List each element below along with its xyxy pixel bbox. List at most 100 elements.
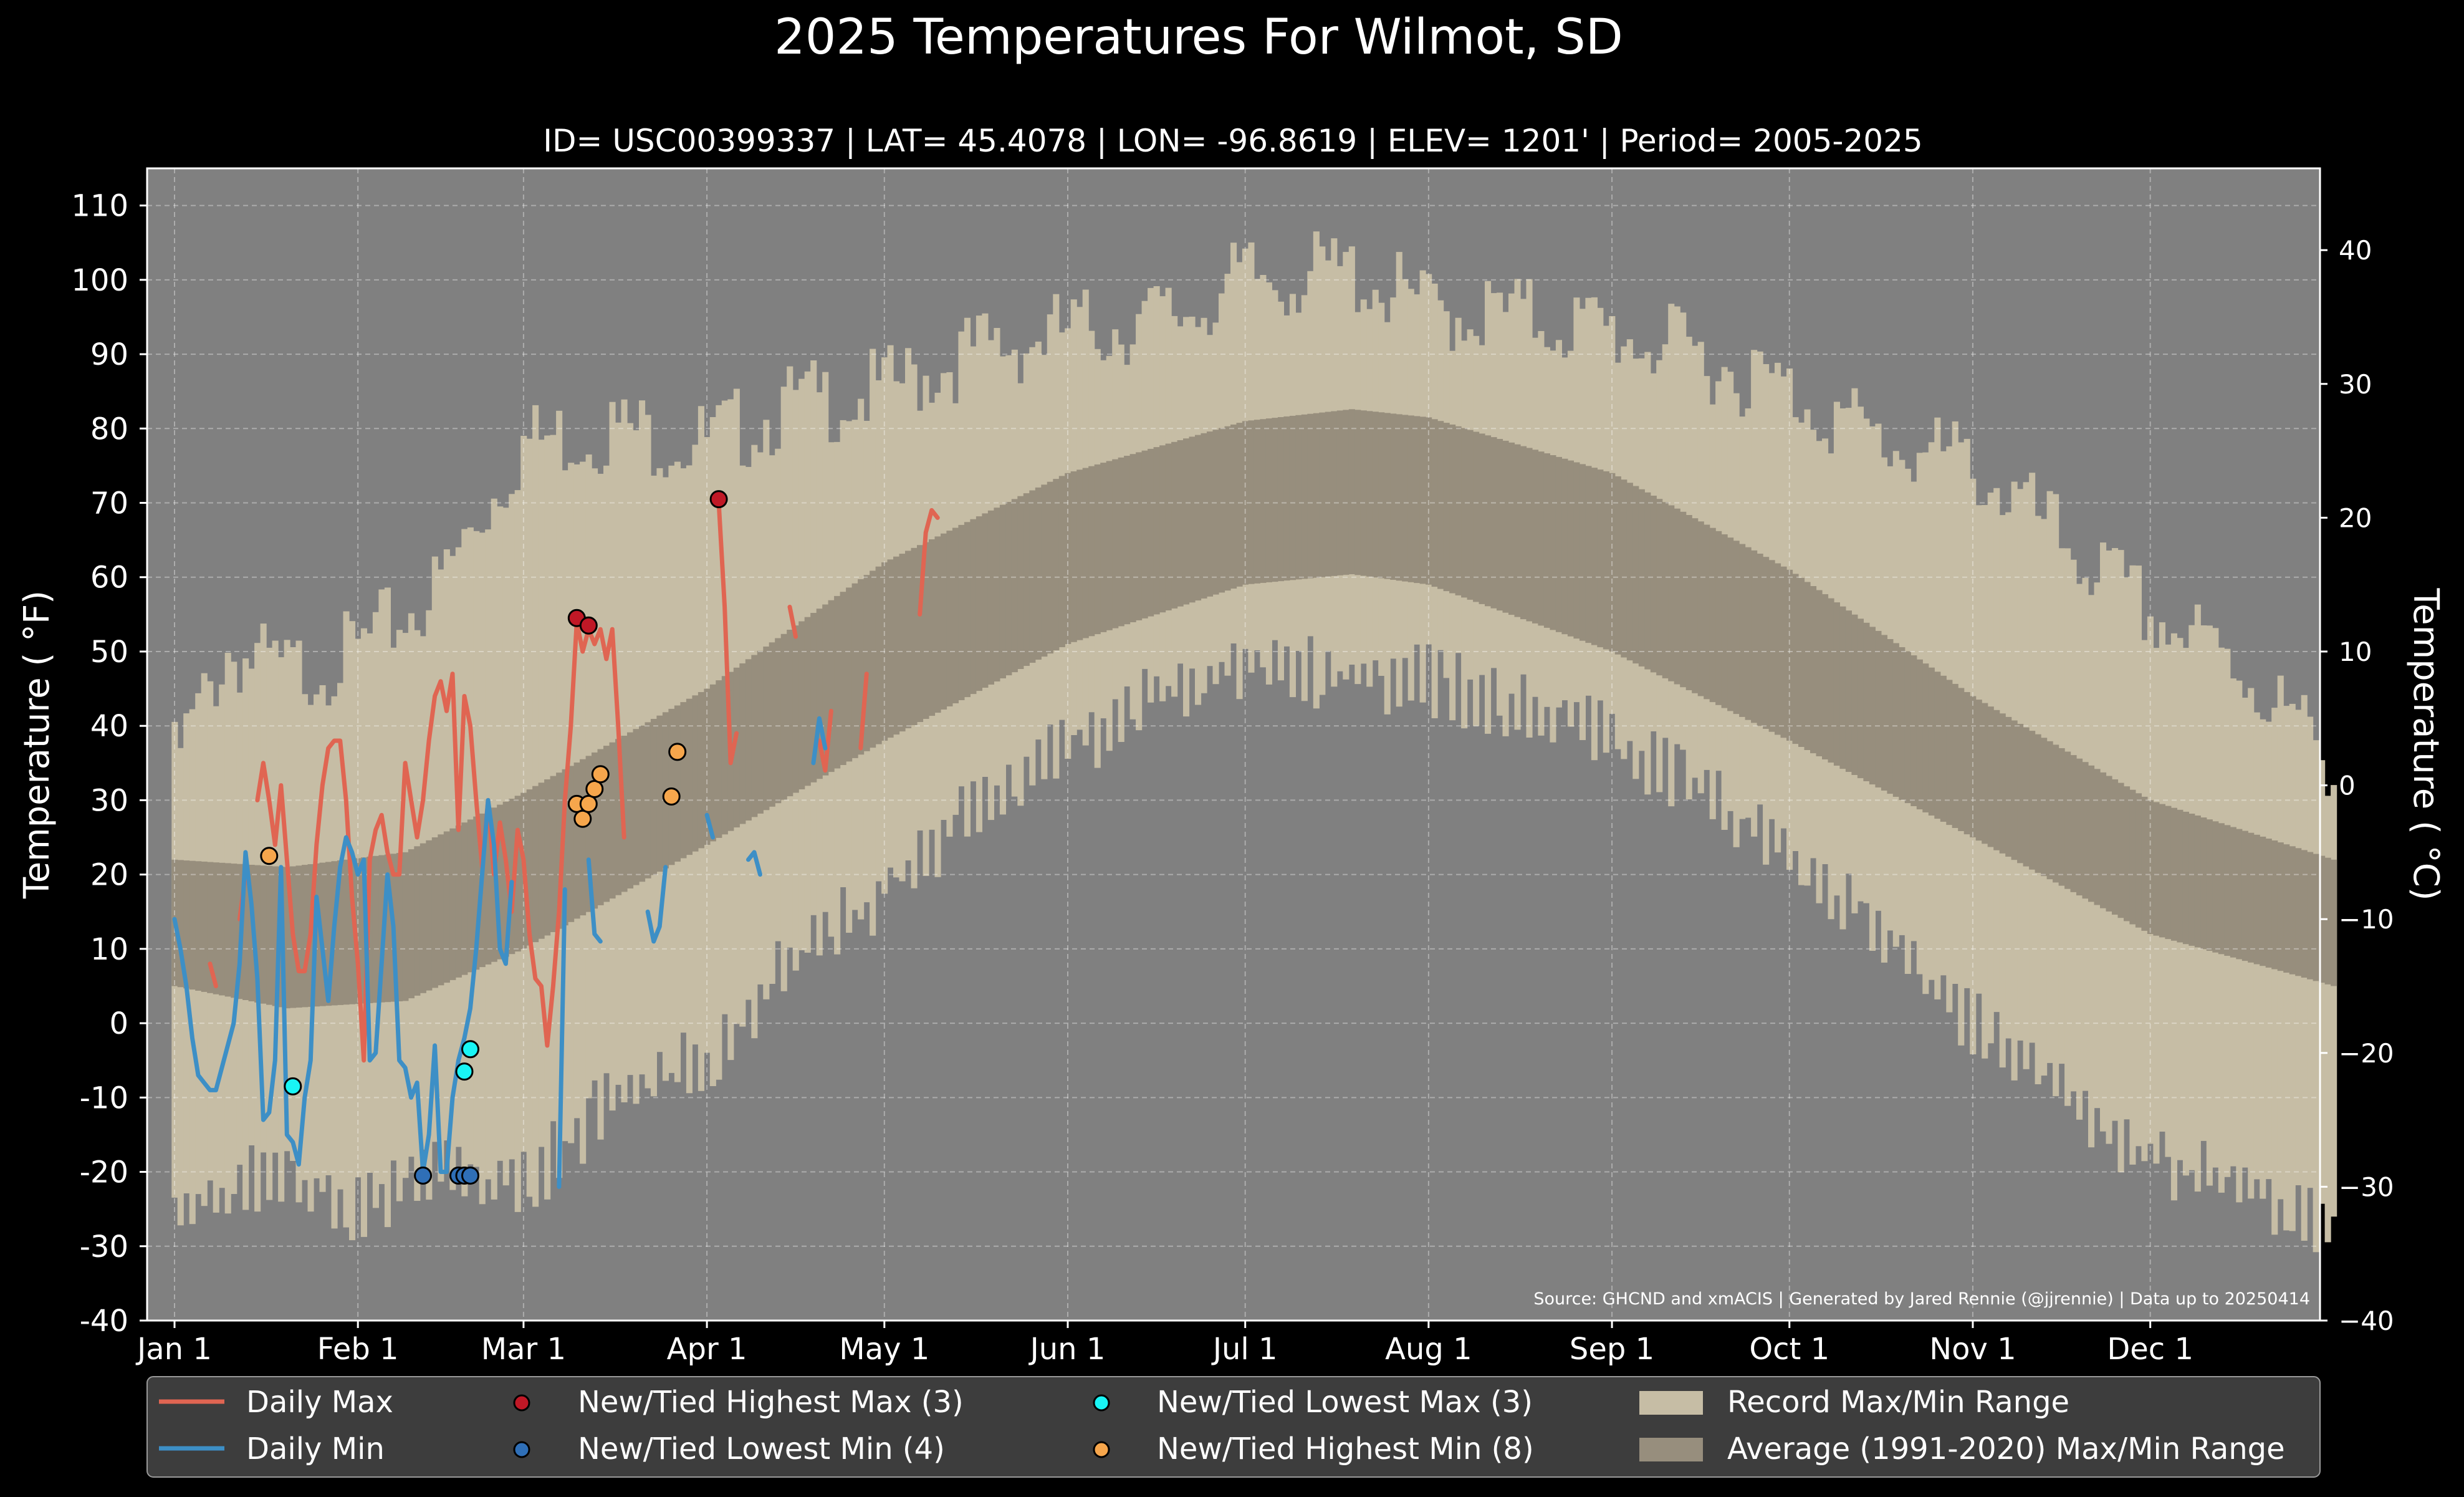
average-bar [367, 857, 373, 1003]
average-bar [1928, 667, 1935, 816]
average-bar [1916, 659, 1923, 810]
average-bar [2177, 809, 2184, 943]
average-bar [325, 862, 332, 1006]
average-bar [1070, 471, 1077, 642]
legend-label-average-range: Average (1991-2020) Max/Min Range [1727, 1432, 2285, 1466]
average-bar [2124, 786, 2131, 922]
legend-box [146, 1376, 2321, 1478]
series-line-daily-min [746, 850, 762, 877]
average-bar [1715, 531, 1722, 705]
y-tick-label: 60 [90, 561, 128, 595]
average-bar [1171, 441, 1178, 609]
average-bar [372, 855, 379, 1003]
record-marker-3 [573, 809, 592, 828]
average-bar [1621, 479, 1627, 658]
average-bar [1656, 499, 1663, 676]
average-bar [295, 865, 302, 1008]
record-marker-2 [284, 1077, 302, 1095]
average-bar [1431, 419, 1438, 587]
average-bar [769, 642, 775, 807]
average-bar [863, 575, 870, 751]
y-tick-label: 110 [71, 189, 128, 224]
average-bar [739, 663, 746, 824]
average-bar [461, 822, 468, 975]
average-bar [1029, 490, 1036, 663]
average-bar [1017, 496, 1024, 669]
average-bar [1881, 635, 1887, 791]
average-bar [183, 860, 190, 989]
average-bar [603, 746, 610, 902]
x-tick-label: May 1 [839, 1332, 929, 1367]
average-bar [905, 551, 912, 728]
average-bar [1828, 598, 1834, 763]
average-bar [544, 779, 551, 936]
average-bar [1609, 473, 1616, 652]
average-bar [899, 554, 906, 732]
average-bar [1674, 508, 1680, 685]
y-right-tick-label: −40 [2339, 1306, 2394, 1336]
average-bar [2260, 836, 2266, 966]
average-bar [514, 796, 521, 952]
average-bar [1402, 415, 1409, 582]
average-bar [1910, 655, 1917, 806]
average-bar [1662, 502, 1669, 678]
average-bar [2088, 765, 2095, 902]
average-bar [1283, 416, 1290, 581]
average-bar [1195, 435, 1202, 601]
series-line-daily-max [918, 508, 940, 617]
average-bar [1307, 413, 1314, 579]
average-bar [580, 759, 587, 916]
average-bar [733, 667, 740, 828]
chart-title: 2025 Temperatures For Wilmot, SD [774, 9, 1623, 65]
y-axis-label-right: Temperature ( °C) [2405, 587, 2446, 900]
average-bar [2129, 789, 2136, 925]
average-bar [1148, 448, 1154, 617]
average-bar [2283, 844, 2290, 973]
average-bar [1851, 614, 1858, 775]
average-bar [1136, 452, 1143, 620]
average-bar [1177, 440, 1184, 607]
average-bar [1798, 577, 1805, 747]
average-bar [1739, 544, 1746, 717]
average-bar [2230, 827, 2236, 958]
average-bar [2029, 731, 2036, 870]
average-bar [1100, 463, 1107, 632]
average-bar [343, 859, 350, 1005]
average-bar [1839, 606, 1846, 769]
average-bar [875, 566, 882, 744]
average-bar [355, 858, 362, 1004]
record-marker-2 [461, 1040, 479, 1059]
average-bar [2011, 720, 2018, 860]
average-bar [1833, 602, 1840, 766]
average-bar [2058, 748, 2065, 886]
record-marker-3 [579, 794, 598, 813]
record-marker-3 [668, 743, 687, 761]
average-bar [597, 749, 604, 905]
average-bar [2076, 758, 2083, 896]
average-bar [419, 843, 426, 993]
average-bar [2331, 859, 2337, 986]
average-bar [1904, 651, 1911, 804]
legend: Daily Max Daily Min New/Tied Highest Max… [146, 1376, 2321, 1478]
average-bar [1360, 410, 1367, 576]
average-bar [1680, 511, 1687, 688]
series-lines [172, 501, 940, 1189]
average-bar [2159, 804, 2165, 938]
average-bar [1295, 415, 1302, 580]
y-right-tick-label: 0 [2339, 771, 2356, 801]
average-bar [1242, 421, 1249, 585]
average-bar [1532, 450, 1539, 623]
average-bar [1999, 713, 2006, 854]
x-tick-label: Feb 1 [317, 1332, 399, 1367]
average-bar [1497, 439, 1503, 611]
average-bar [1585, 466, 1592, 643]
average-bar [2248, 832, 2255, 963]
average-bar [1526, 448, 1533, 622]
average-bar [627, 732, 634, 888]
average-bar [2289, 846, 2296, 975]
record-marker-0 [709, 490, 728, 509]
average-bar [2295, 848, 2302, 976]
y-tick-label: -20 [80, 1155, 128, 1190]
average-bar [2117, 782, 2124, 918]
y-right-tick-label: −10 [2339, 904, 2394, 935]
